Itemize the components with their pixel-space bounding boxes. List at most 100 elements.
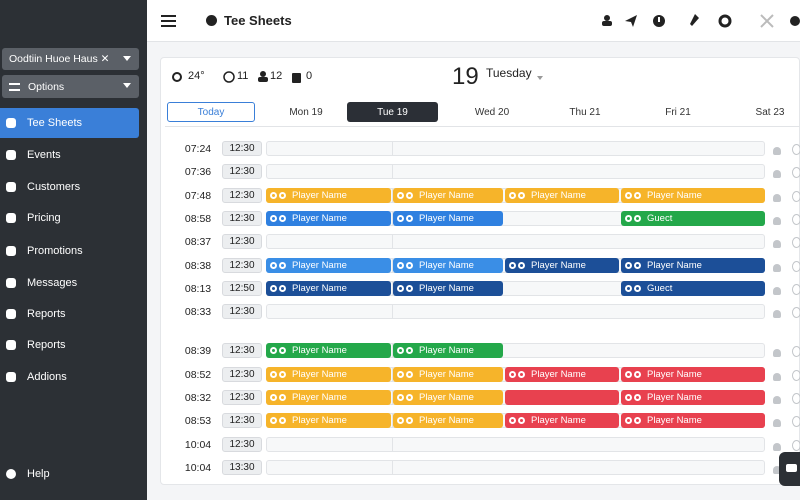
nav-label: Events [27, 149, 61, 161]
row-icon[interactable] [792, 307, 800, 319]
row-icon[interactable] [792, 213, 800, 225]
row-icon[interactable] [792, 416, 800, 428]
row-icon[interactable] [792, 393, 800, 404]
row-icon[interactable] [773, 372, 781, 381]
day-tab[interactable]: Today [167, 102, 255, 122]
day-tab[interactable]: Wed 20 [474, 106, 510, 118]
player-name: Player Name [647, 392, 702, 403]
booking[interactable]: Player Name [393, 187, 503, 203]
tee-time: 08:13 [184, 282, 212, 295]
row-icon[interactable] [773, 216, 781, 225]
row-icon[interactable] [792, 346, 800, 358]
booking[interactable]: Player Name [505, 187, 619, 203]
nav-item[interactable]: Reports [0, 330, 139, 360]
booking[interactable]: Player Name [505, 257, 619, 273]
row-icon[interactable] [792, 144, 800, 155]
booking[interactable]: Player Name [393, 366, 503, 382]
row-icon[interactable] [773, 396, 781, 404]
booking[interactable]: Guect [621, 210, 765, 226]
tee-time: 08:52 [184, 368, 212, 381]
booking[interactable]: Player Name [393, 280, 503, 296]
row-icon[interactable] [773, 465, 781, 474]
row-icon[interactable] [773, 263, 781, 272]
day-tab[interactable]: Fri 21 [665, 106, 691, 118]
booking[interactable]: Player Name [393, 343, 503, 359]
nav-item[interactable]: Customers [0, 172, 139, 202]
day-tab[interactable]: Mon 19 [289, 106, 323, 118]
booking[interactable]: Player Name [266, 366, 391, 382]
dot [634, 394, 641, 401]
booking[interactable]: Player Name [505, 413, 619, 429]
tee-time: 10:04 [184, 461, 212, 474]
row-icon[interactable] [773, 442, 781, 451]
booking[interactable]: Guect [621, 280, 765, 296]
row-icon[interactable] [773, 193, 781, 202]
booking[interactable]: Player Name [505, 366, 619, 382]
booking[interactable]: Player Name [621, 413, 765, 429]
tee-start: 12:30 [222, 187, 262, 203]
booking[interactable]: Player Name [393, 257, 503, 273]
toolbar-icons[interactable] [597, 10, 800, 32]
booking[interactable] [505, 390, 619, 405]
date-caret[interactable] [537, 76, 543, 83]
row-icon[interactable] [792, 260, 800, 272]
player-name: Player Name [647, 259, 702, 271]
nav-item[interactable]: Reports [0, 299, 139, 329]
booking[interactable]: Player Name [621, 187, 765, 203]
help-link[interactable]: Help [0, 459, 139, 489]
booking[interactable]: Player Name [266, 343, 391, 359]
player-name: Player Name [292, 392, 347, 403]
row-icon[interactable] [792, 167, 800, 179]
player-name: Player Name [647, 415, 702, 427]
row-icon[interactable] [773, 419, 781, 428]
row-icon[interactable] [792, 439, 800, 451]
player-name: Player Name [419, 259, 474, 271]
row-icon[interactable] [792, 369, 800, 381]
nav-item[interactable]: Promotions [0, 236, 139, 266]
nav-item[interactable]: Messages [0, 268, 139, 298]
tee-start: 12:30 [222, 210, 262, 226]
dot [270, 347, 277, 355]
row-icon[interactable] [773, 349, 781, 358]
hamburger[interactable] [161, 15, 176, 27]
row-icon[interactable] [792, 237, 800, 249]
nav-item[interactable]: Pricing [0, 203, 139, 233]
day-tab[interactable]: Tue 19 [347, 102, 438, 122]
day-tab[interactable]: Thu 21 [569, 106, 601, 118]
row-icon[interactable] [773, 286, 781, 295]
nav-item[interactable]: Events [0, 140, 139, 170]
dot [397, 284, 404, 292]
booking[interactable]: Player Name [393, 210, 503, 226]
sidebar: Oodtiin Huoe Haus ✕ Options Help Tee She… [0, 0, 147, 500]
row-icon[interactable] [773, 310, 781, 319]
booking[interactable]: Player Name [621, 390, 765, 405]
booking[interactable]: Player Name [266, 257, 391, 273]
nav-icon [6, 340, 16, 350]
row-icon[interactable] [773, 170, 781, 179]
chat-button[interactable] [779, 452, 800, 486]
dot [406, 347, 413, 355]
row-icon[interactable] [773, 240, 781, 249]
tee-time: 07:36 [184, 166, 212, 179]
nav-item[interactable]: Addions [0, 362, 139, 392]
row-icon[interactable] [792, 283, 800, 295]
day-tab[interactable]: Sat 23 [755, 106, 785, 118]
course-select[interactable]: Oodtiin Huoe Haus ✕ [2, 48, 139, 70]
booking[interactable]: Player Name [621, 366, 765, 382]
row-icon[interactable] [792, 190, 800, 202]
row-icon[interactable] [773, 147, 781, 155]
booking[interactable]: Player Name [266, 280, 391, 296]
tee-time: 07:24 [184, 143, 212, 155]
booking[interactable]: Player Name [266, 187, 391, 203]
dot [397, 261, 404, 269]
booking[interactable]: Player Name [621, 257, 765, 273]
booking[interactable]: Player Name [393, 413, 503, 429]
options-select[interactable]: Options [2, 75, 139, 98]
nav-item[interactable]: Tee Sheets [0, 108, 139, 138]
tee-start: 12:30 [222, 257, 262, 273]
booking[interactable]: Player Name [393, 390, 503, 405]
booking[interactable]: Player Name [266, 413, 391, 429]
booking[interactable]: Player Name [266, 390, 391, 405]
booking[interactable]: Player Name [266, 210, 391, 226]
